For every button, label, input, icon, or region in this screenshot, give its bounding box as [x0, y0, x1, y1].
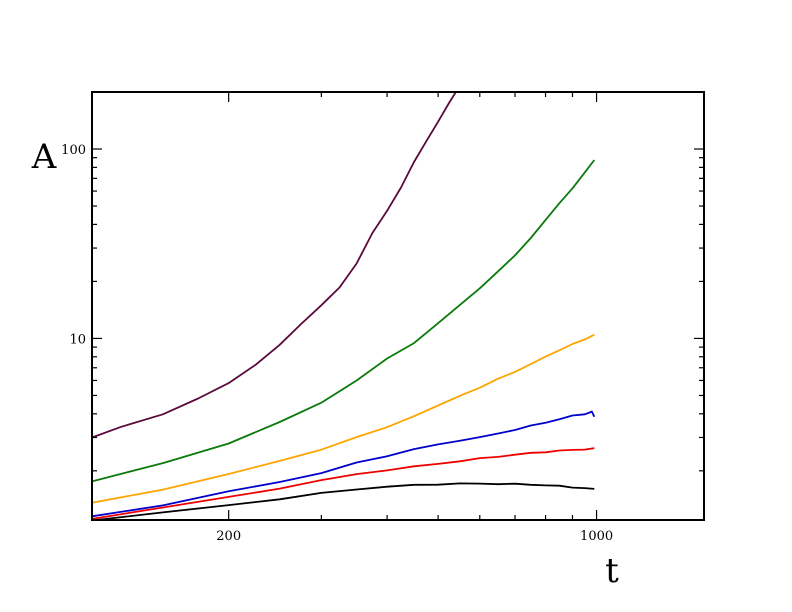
series-line-4 [92, 447, 595, 520]
series-line-5 [92, 482, 595, 520]
tick-layer [92, 91, 704, 520]
series-layer [92, 92, 596, 520]
y-tick-label-10: 10 [69, 332, 86, 347]
plot-frame [91, 91, 705, 521]
series-line-3 [92, 410, 596, 518]
series-line-0 [92, 92, 457, 439]
series-line-1 [92, 159, 596, 483]
y-tick-label-100: 100 [61, 143, 86, 158]
series-line-2 [92, 333, 595, 504]
x-tick-label-200: 200 [216, 529, 241, 544]
y-axis-label: A [31, 137, 57, 177]
x-tick-label-1000: 1000 [580, 529, 613, 544]
x-axis-label: t [605, 551, 619, 591]
